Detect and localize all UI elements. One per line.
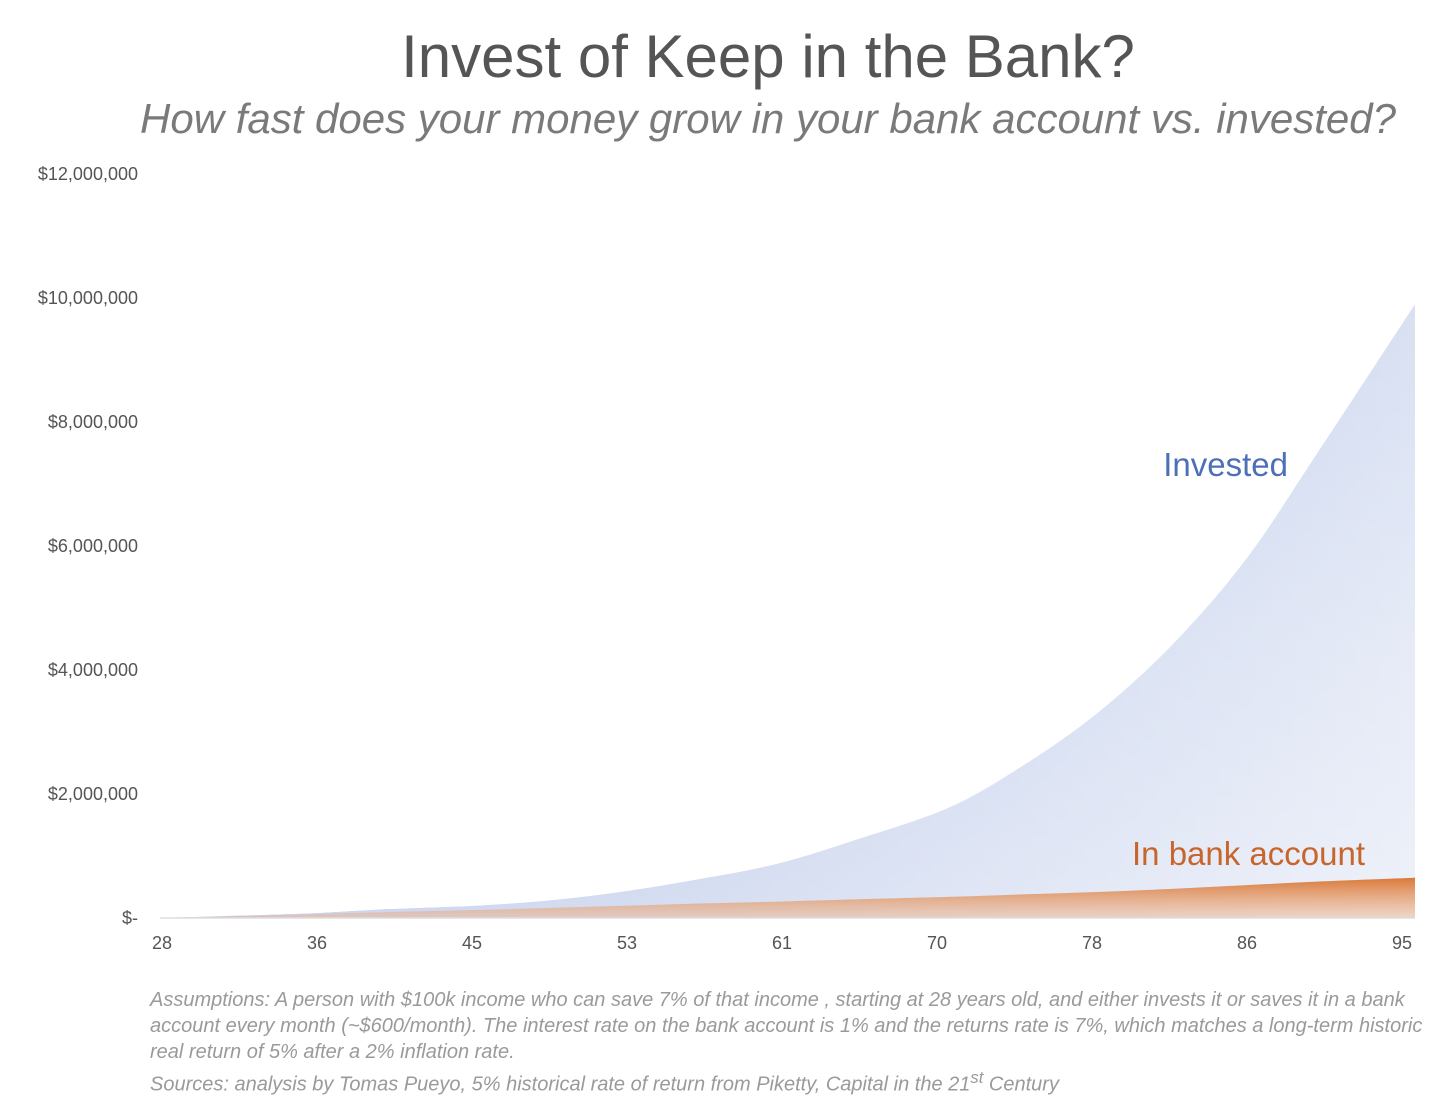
series-label-in-bank-account: In bank account: [1132, 835, 1365, 872]
y-tick-label: $10,000,000: [38, 288, 138, 308]
x-tick-label: 45: [462, 933, 482, 953]
y-tick-label: $8,000,000: [48, 412, 138, 432]
x-tick-label: 53: [617, 933, 637, 953]
y-tick-label: $4,000,000: [48, 660, 138, 680]
chart-plot: $- $2,000,000 $4,000,000 $6,000,000 $8,000,0…: [38, 164, 1415, 953]
x-tick-label: 86: [1237, 933, 1257, 953]
chart-subtitle: How fast does your money grow in your ba…: [140, 95, 1396, 142]
x-tick-label: 28: [152, 933, 172, 953]
footnote-sources-text: Sources: analysis by Tomas Pueyo, 5% his…: [150, 1073, 971, 1096]
x-tick-label: 95: [1392, 933, 1412, 953]
x-tick-label: 61: [772, 933, 792, 953]
footnote-sources: Sources: analysis by Tomas Pueyo, 5% his…: [150, 1065, 1440, 1098]
footnote-assumptions: Assumptions: A person with $100k income …: [150, 989, 1423, 1063]
series-area-shade-invested: [162, 304, 1415, 918]
x-tick-label: 36: [307, 933, 327, 953]
y-tick-label: $6,000,000: [48, 536, 138, 556]
chart-title: Invest of Keep in the Bank?: [401, 23, 1135, 90]
x-tick-label: 78: [1082, 933, 1102, 953]
series-label-invested: Invested: [1163, 446, 1288, 483]
y-tick-label: $12,000,000: [38, 164, 138, 184]
x-tick-label: 70: [927, 933, 947, 953]
y-tick-label: $-: [122, 908, 138, 928]
footnote-sources-suffix: Century: [983, 1073, 1059, 1096]
series-area-in-bank-account: [162, 877, 1415, 918]
footnote-sources-superscript: st: [970, 1068, 984, 1087]
y-tick-label: $2,000,000: [48, 784, 138, 804]
